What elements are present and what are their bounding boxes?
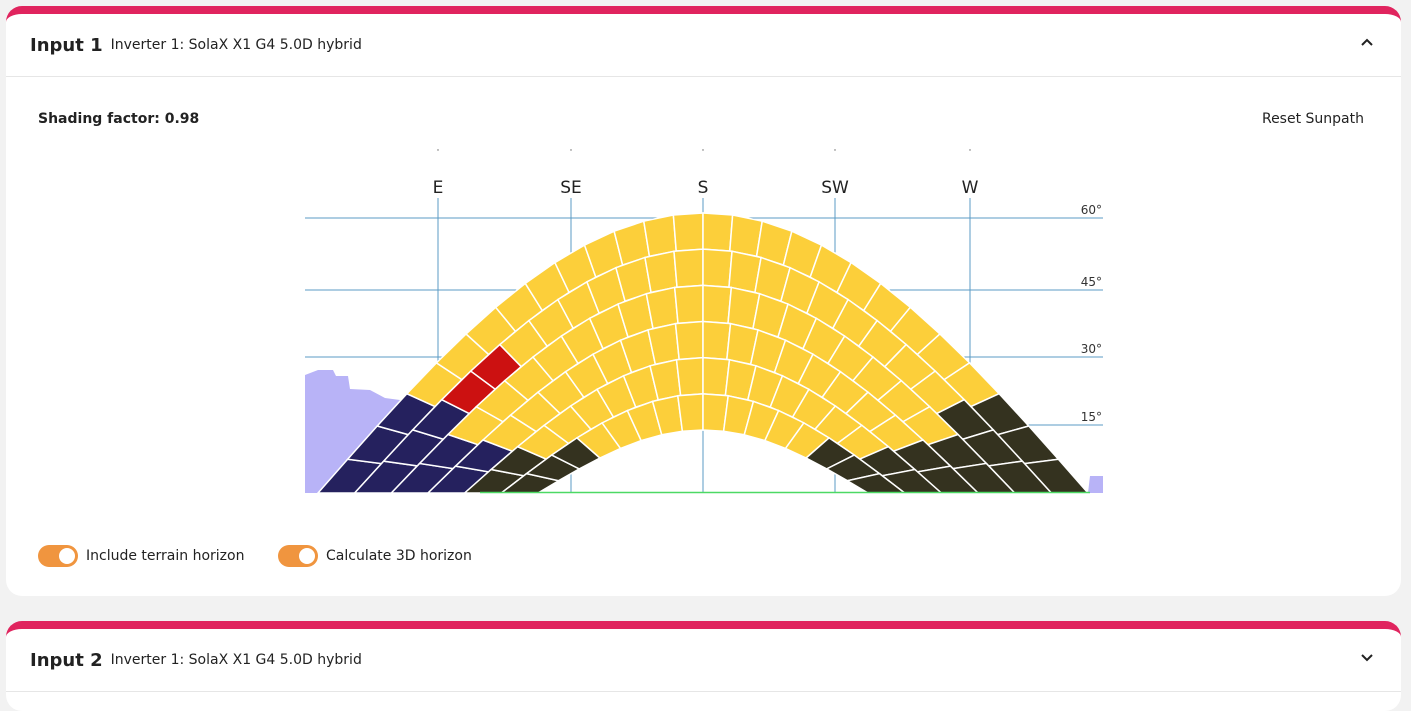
panel-title: Input 1 <box>30 34 103 56</box>
panel-header[interactable]: Input 2 Inverter 1: SolaX X1 G4 5.0D hyb… <box>6 629 1401 692</box>
panel-header[interactable]: Input 1 Inverter 1: SolaX X1 G4 5.0D hyb… <box>6 14 1401 77</box>
panel-subtitle: Inverter 1: SolaX X1 G4 5.0D hybrid <box>110 652 362 668</box>
panel: Input 1 Inverter 1: SolaX X1 G4 5.0D hyb… <box>6 6 1401 596</box>
toggle[interactable]: Include terrain horizon <box>38 545 244 567</box>
reset-button[interactable]: Reset Sunpath <box>1261 111 1364 127</box>
switch[interactable] <box>278 545 318 567</box>
switch[interactable] <box>38 545 78 567</box>
chevron-down[interactable] <box>1359 649 1375 665</box>
chevron-up[interactable] <box>1359 34 1375 50</box>
panel-subtitle: Inverter 1: SolaX X1 G4 5.0D hybrid <box>110 37 362 53</box>
panel-title: Input 2 <box>30 649 103 671</box>
shading-factor: Shading factor: 0.98 <box>38 111 200 127</box>
toggle[interactable]: Calculate 3D horizon <box>278 545 472 567</box>
toggle-label: Calculate 3D horizon <box>326 548 472 564</box>
panel: Input 2 Inverter 1: SolaX X1 G4 5.0D hyb… <box>6 621 1401 711</box>
toggle-label: Include terrain horizon <box>86 548 245 564</box>
